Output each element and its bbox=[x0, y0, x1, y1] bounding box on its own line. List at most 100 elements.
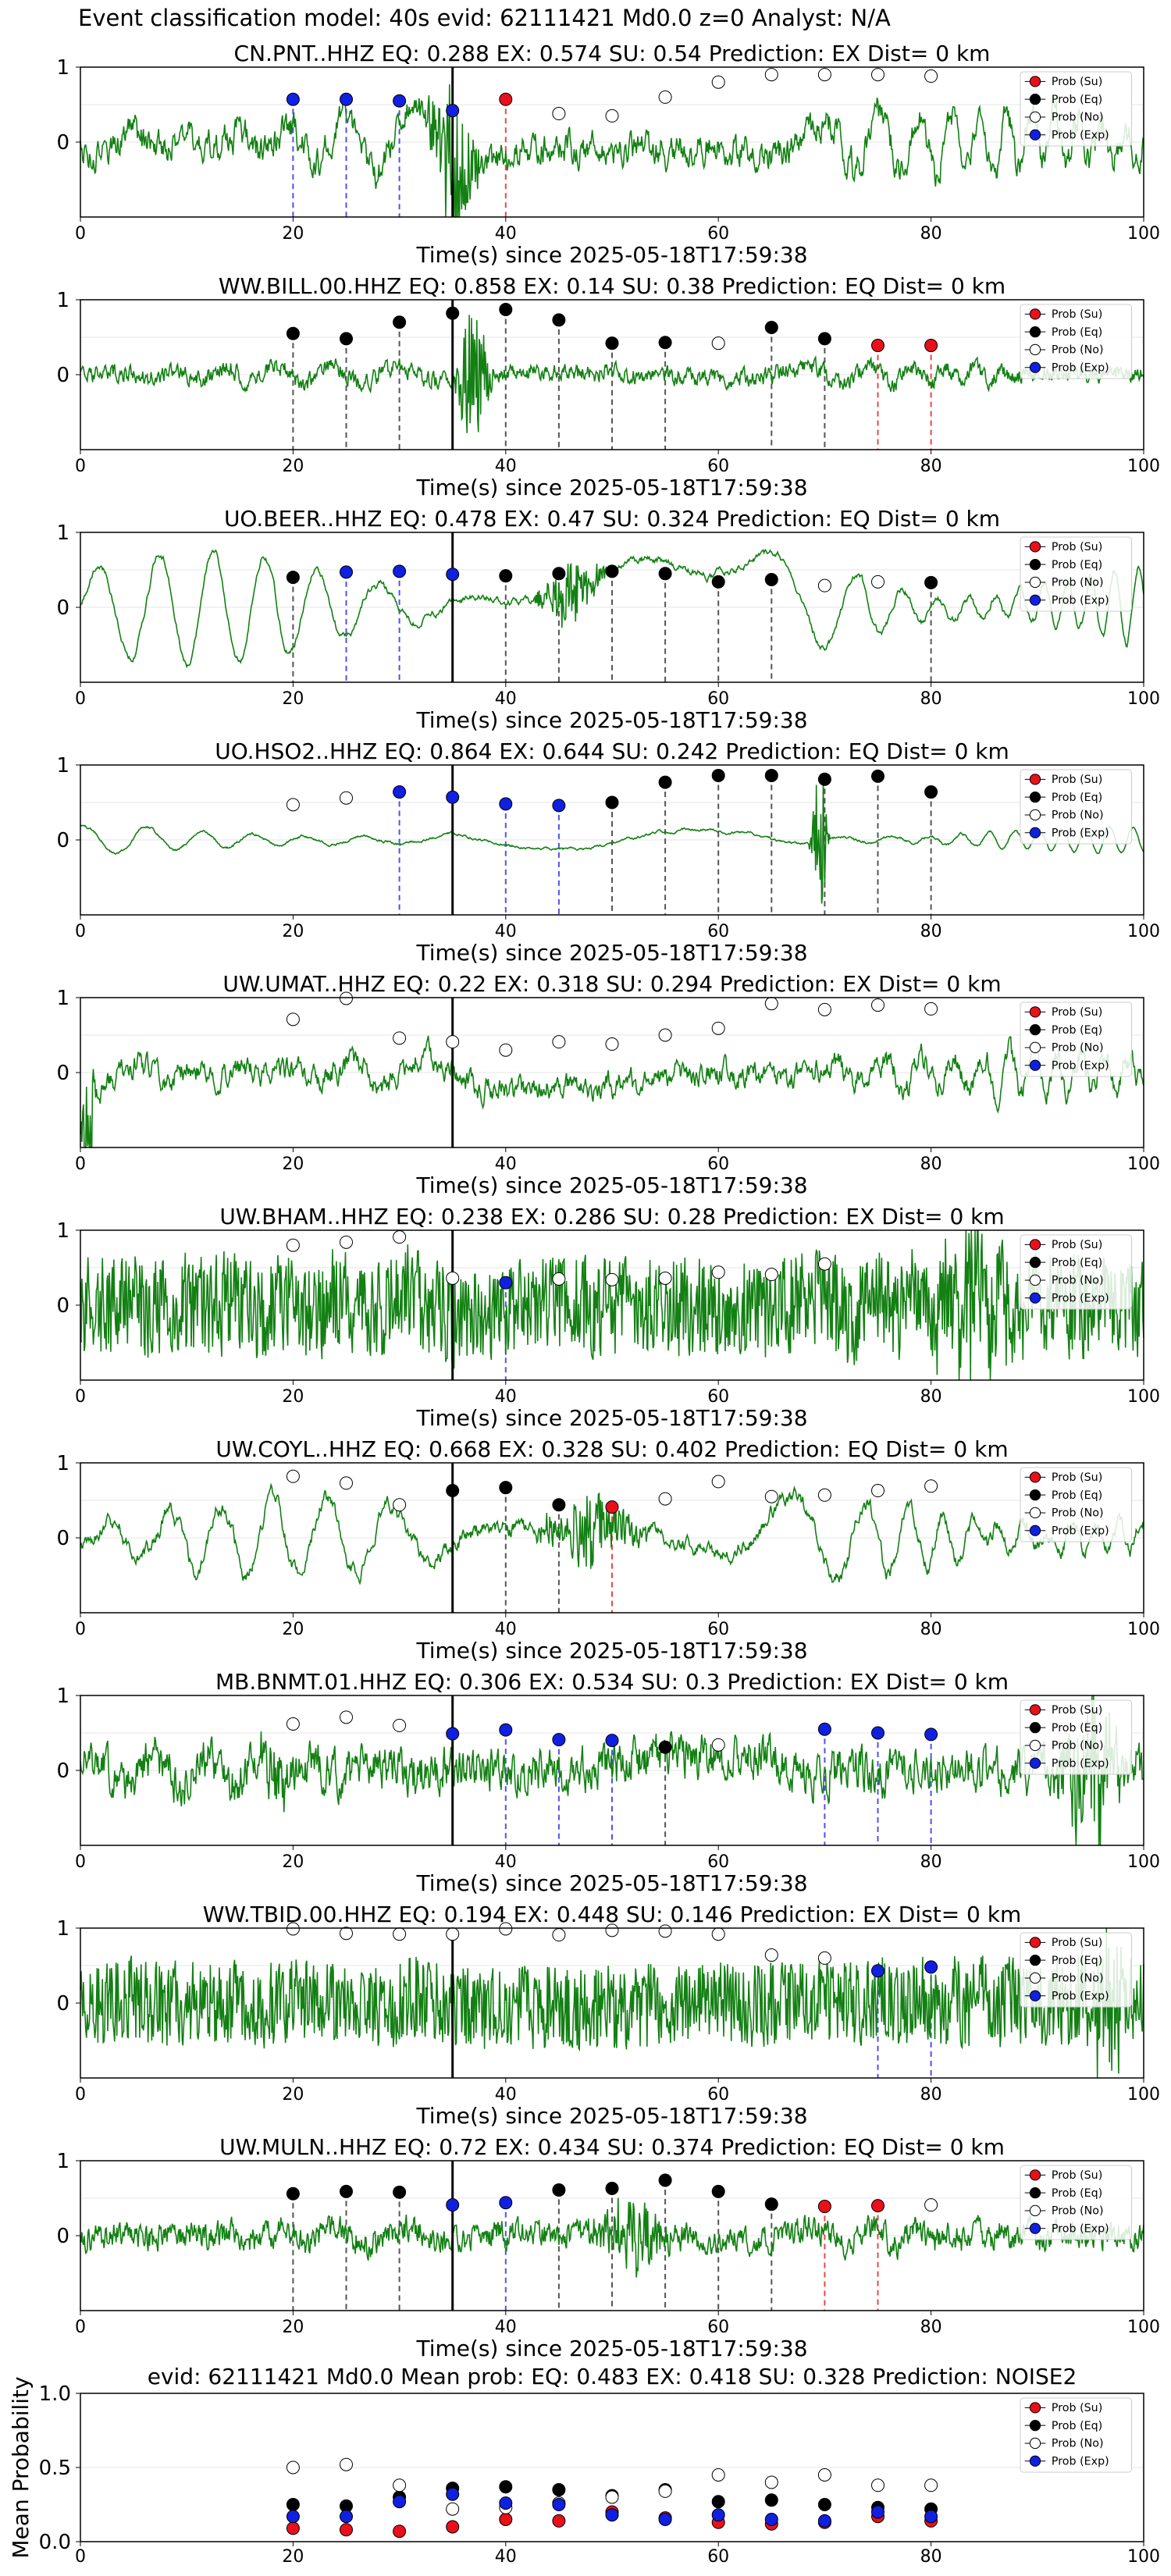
prob-point-eq bbox=[871, 769, 884, 783]
x-tick-label: 40 bbox=[495, 1387, 517, 1407]
y-tick-label: 1 bbox=[56, 1452, 69, 1475]
legend-box bbox=[1020, 1932, 1132, 2008]
prob-point-eq bbox=[764, 2197, 778, 2211]
prob-point-exp bbox=[499, 797, 513, 811]
x-tick-label: 100 bbox=[1127, 689, 1160, 709]
mean-probability-panel: evid: 62111421 Md0.0 Mean prob: EQ: 0.48… bbox=[8, 2364, 1160, 2567]
prob-point-no bbox=[711, 1927, 725, 1941]
prob-point-eq bbox=[499, 569, 513, 583]
legend-marker-exp bbox=[1029, 2222, 1041, 2234]
mean-point-no bbox=[658, 2484, 672, 2498]
prob-point-no bbox=[605, 109, 619, 123]
prob-point-eq bbox=[446, 306, 460, 320]
legend-marker-eq bbox=[1029, 1257, 1041, 1268]
x-tick-label: 80 bbox=[920, 224, 942, 244]
y-tick-label: 0 bbox=[56, 596, 69, 620]
mean-point-exp bbox=[340, 2510, 353, 2524]
legend-label: Prob (No) bbox=[1052, 1507, 1104, 1520]
prob-point-no bbox=[658, 1028, 672, 1042]
prob-point-exp bbox=[446, 568, 460, 582]
prob-point-no bbox=[764, 1268, 778, 1282]
prob-point-eq bbox=[817, 772, 831, 786]
prob-point-no bbox=[286, 1238, 300, 1252]
mean-point-eq bbox=[286, 2498, 300, 2511]
prob-point-no bbox=[711, 75, 725, 89]
prob-point-su bbox=[605, 1500, 619, 1514]
legend-marker-no bbox=[1029, 809, 1041, 821]
x-axis-label: Time(s) since 2025-05-18T17:59:38 bbox=[415, 1405, 807, 1431]
legend-label: Prob (Exp) bbox=[1052, 130, 1109, 142]
legend-label: Prob (No) bbox=[1052, 1973, 1104, 1985]
legend-marker-eq bbox=[1029, 2420, 1041, 2432]
legend-label: Prob (Exp) bbox=[1052, 1525, 1109, 1538]
x-tick-label: 80 bbox=[920, 689, 942, 709]
legend-marker-exp bbox=[1029, 361, 1041, 373]
panel-title: UW.UMAT..HHZ EQ: 0.22 EX: 0.318 SU: 0.29… bbox=[222, 971, 1001, 997]
waveform-trace bbox=[80, 1927, 1144, 2079]
prob-point-eq bbox=[393, 315, 407, 329]
y-tick-label: 0 bbox=[56, 364, 69, 387]
legend-box bbox=[1020, 536, 1132, 612]
mean-point-exp bbox=[286, 2510, 300, 2524]
legend-label: Prob (No) bbox=[1052, 1275, 1104, 1287]
x-tick-label: 0 bbox=[75, 922, 86, 941]
legend-marker-su bbox=[1029, 1471, 1041, 1483]
legend-label: Prob (Eq) bbox=[1052, 559, 1102, 571]
legend-marker-no bbox=[1029, 576, 1041, 589]
x-tick-label: 20 bbox=[282, 1387, 304, 1407]
station-panel: MB.BNMT.01.HHZ EQ: 0.306 EX: 0.534 SU: 0… bbox=[56, 1669, 1160, 1896]
x-tick-label: 20 bbox=[282, 2547, 304, 2567]
prob-point-exp bbox=[552, 799, 566, 813]
prob-point-no bbox=[658, 1492, 672, 1506]
mean-point-no bbox=[817, 2468, 831, 2482]
x-tick-label: 0 bbox=[75, 457, 86, 476]
prob-point-no bbox=[924, 69, 938, 84]
prob-point-eq bbox=[711, 768, 725, 782]
mean-point-su bbox=[340, 2523, 353, 2537]
legend-label: Prob (No) bbox=[1052, 112, 1104, 124]
legend-marker-exp bbox=[1029, 2455, 1041, 2467]
x-tick-label: 80 bbox=[920, 1155, 942, 1174]
panel-title: UO.BEER..HHZ EQ: 0.478 EX: 0.47 SU: 0.32… bbox=[224, 506, 1000, 532]
legend-marker-exp bbox=[1029, 1990, 1041, 2001]
mean-point-su bbox=[286, 2521, 300, 2535]
y-tick-label: 0 bbox=[56, 1062, 69, 1085]
station-panel: UW.COYL..HHZ EQ: 0.668 EX: 0.328 SU: 0.4… bbox=[56, 1436, 1160, 1663]
x-axis-label: Time(s) since 2025-05-18T17:59:38 bbox=[415, 940, 807, 966]
x-tick-label: 20 bbox=[282, 457, 304, 476]
legend-marker-exp bbox=[1029, 1757, 1041, 1769]
x-tick-label: 20 bbox=[282, 1620, 304, 1639]
x-tick-label: 40 bbox=[495, 1155, 517, 1174]
x-axis-label: Time(s) since 2025-05-18T17:59:38 bbox=[415, 1638, 807, 1663]
x-tick-label: 80 bbox=[920, 2085, 942, 2105]
prob-point-exp bbox=[871, 1964, 884, 1978]
mean-point-no bbox=[605, 2490, 619, 2504]
x-tick-label: 20 bbox=[282, 689, 304, 709]
legend-marker-eq bbox=[1029, 2187, 1041, 2199]
legend-marker-eq bbox=[1029, 94, 1041, 105]
prob-point-no bbox=[605, 1923, 619, 1937]
prob-point-eq bbox=[340, 2184, 353, 2198]
x-tick-label: 100 bbox=[1127, 1852, 1160, 1872]
x-tick-label: 60 bbox=[707, 2085, 729, 2105]
prob-point-no bbox=[393, 1498, 407, 1512]
prob-point-eq bbox=[764, 572, 778, 586]
y-tick-label: 1 bbox=[56, 1219, 69, 1243]
prob-point-no bbox=[340, 1476, 353, 1490]
legend-marker-no bbox=[1029, 2437, 1041, 2450]
prob-point-no bbox=[499, 1922, 513, 1936]
prob-point-exp bbox=[446, 790, 460, 804]
legend-box bbox=[1020, 2397, 1132, 2473]
prob-point-no bbox=[764, 997, 778, 1011]
prob-point-eq bbox=[924, 785, 938, 799]
prob-point-su bbox=[817, 2200, 831, 2214]
x-tick-label: 100 bbox=[1127, 1387, 1160, 1407]
prob-point-su bbox=[871, 339, 884, 353]
x-tick-label: 0 bbox=[75, 2547, 86, 2567]
prob-point-eq bbox=[605, 2182, 619, 2196]
prob-point-no bbox=[446, 1271, 460, 1285]
legend-marker-su bbox=[1029, 1239, 1041, 1251]
legend-label: Prob (No) bbox=[1052, 577, 1104, 589]
legend-box bbox=[1020, 1234, 1132, 1310]
x-tick-label: 60 bbox=[707, 457, 729, 476]
